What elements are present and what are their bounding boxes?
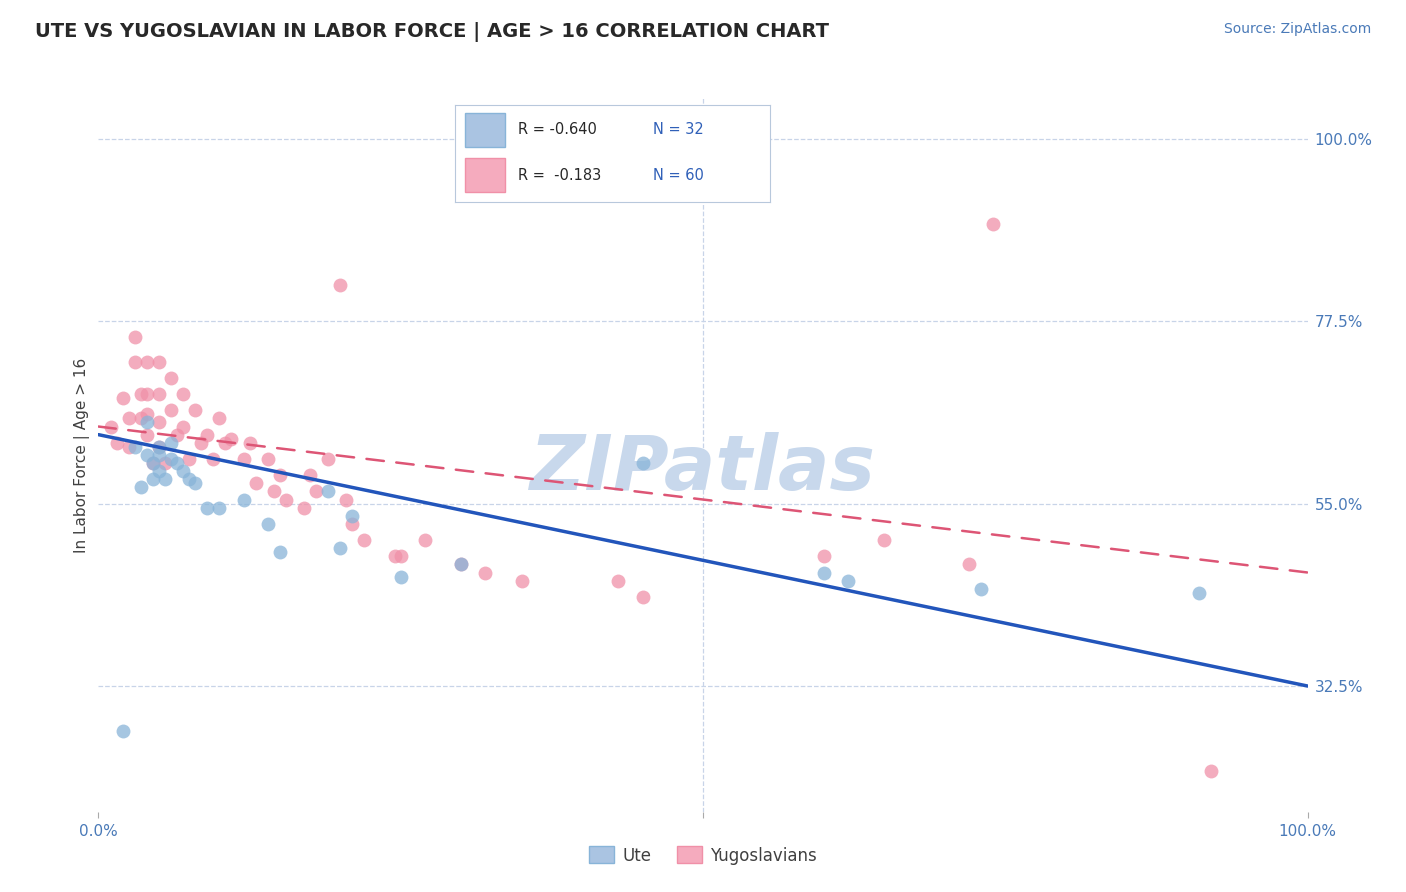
Point [329, 277, 352, 292]
Text: ZIPatlas: ZIPatlas [530, 433, 876, 506]
Point [124, 440, 146, 454]
Point [342, 508, 364, 523]
Point [269, 468, 291, 483]
Point [135, 416, 157, 430]
Point [1199, 764, 1222, 779]
Point [450, 558, 472, 572]
Point [148, 354, 170, 368]
Point [148, 416, 170, 430]
Point [148, 464, 170, 478]
Point [329, 541, 352, 556]
Point [263, 484, 285, 499]
Point [148, 440, 170, 454]
Point [510, 574, 533, 588]
Point [208, 500, 231, 515]
Point [299, 468, 322, 483]
Point [232, 492, 254, 507]
Point [292, 500, 315, 515]
Point [135, 427, 157, 442]
Point [135, 408, 157, 422]
Point [202, 452, 225, 467]
Point [160, 371, 183, 385]
Point [184, 476, 207, 491]
Point [384, 549, 406, 564]
Point [172, 387, 194, 401]
Point [631, 590, 654, 604]
Point [166, 456, 188, 470]
Point [129, 387, 152, 401]
Point [148, 387, 170, 401]
Point [124, 354, 146, 368]
Point [142, 472, 165, 486]
Point [342, 516, 364, 531]
Point [195, 500, 218, 515]
Point [389, 569, 412, 583]
Point [269, 545, 291, 559]
Point [195, 427, 218, 442]
Point [239, 435, 262, 450]
Point [172, 419, 194, 434]
Point [100, 419, 122, 434]
Point [1188, 586, 1211, 600]
Point [981, 217, 1004, 231]
Point [474, 566, 496, 580]
Point [256, 452, 278, 467]
Point [245, 476, 267, 491]
Point [129, 480, 152, 494]
Point [413, 533, 436, 547]
Point [450, 558, 472, 572]
Point [142, 456, 165, 470]
Point [970, 582, 993, 596]
Point [160, 452, 183, 467]
Point [148, 440, 170, 454]
Point [607, 574, 630, 588]
Point [232, 452, 254, 467]
Text: Source: ZipAtlas.com: Source: ZipAtlas.com [1223, 22, 1371, 37]
Legend: Ute, Yugoslavians: Ute, Yugoslavians [582, 839, 824, 871]
Point [353, 533, 375, 547]
Point [305, 484, 328, 499]
Point [190, 435, 212, 450]
Point [118, 440, 141, 454]
Point [135, 448, 157, 462]
Point [837, 574, 859, 588]
Point [214, 435, 236, 450]
Point [316, 484, 339, 499]
Point [172, 464, 194, 478]
Point [873, 533, 896, 547]
Point [160, 435, 183, 450]
Point [256, 516, 278, 531]
Point [813, 566, 835, 580]
Y-axis label: In Labor Force | Age > 16: In Labor Force | Age > 16 [75, 358, 90, 552]
Point [631, 456, 654, 470]
Point [160, 403, 183, 417]
Point [148, 448, 170, 462]
Point [135, 387, 157, 401]
Point [813, 549, 835, 564]
Point [184, 403, 207, 417]
Point [135, 354, 157, 368]
Point [957, 558, 980, 572]
Point [118, 411, 141, 425]
Point [274, 492, 297, 507]
Text: UTE VS YUGOSLAVIAN IN LABOR FORCE | AGE > 16 CORRELATION CHART: UTE VS YUGOSLAVIAN IN LABOR FORCE | AGE … [35, 22, 830, 42]
Point [129, 411, 152, 425]
Point [111, 391, 134, 405]
Point [153, 456, 176, 470]
Point [124, 330, 146, 344]
Point [221, 432, 243, 446]
Point [179, 472, 201, 486]
Point [316, 452, 339, 467]
Point [179, 452, 201, 467]
Point [142, 456, 165, 470]
Point [208, 411, 231, 425]
Point [389, 549, 412, 564]
Point [166, 427, 188, 442]
Point [105, 435, 128, 450]
Point [111, 723, 134, 738]
Point [153, 472, 176, 486]
Point [335, 492, 357, 507]
